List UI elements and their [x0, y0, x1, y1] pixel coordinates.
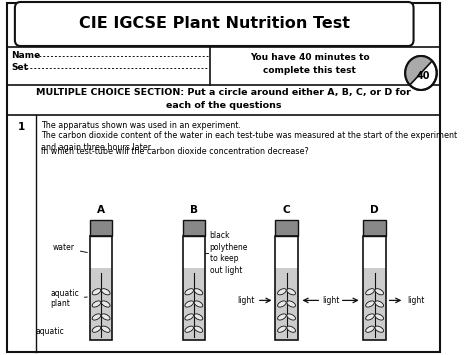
Wedge shape: [405, 56, 432, 85]
Text: black
polythene
to keep
out light: black polythene to keep out light: [210, 231, 248, 275]
Ellipse shape: [287, 314, 295, 320]
Ellipse shape: [101, 301, 110, 307]
Text: You have 40 minutes to
complete this test: You have 40 minutes to complete this tes…: [250, 53, 370, 75]
Ellipse shape: [375, 301, 383, 307]
Text: D: D: [370, 205, 379, 215]
Ellipse shape: [92, 326, 101, 332]
Ellipse shape: [365, 326, 374, 332]
Bar: [364, 220, 386, 236]
Ellipse shape: [185, 301, 193, 307]
Ellipse shape: [92, 301, 101, 307]
Bar: [90, 220, 112, 236]
Bar: [182, 238, 205, 268]
Bar: [275, 268, 298, 340]
Ellipse shape: [278, 301, 286, 307]
Text: MULTIPLE CHOICE SECTION: Put a circle around either A, B, C, or D for
each of th: MULTIPLE CHOICE SECTION: Put a circle ar…: [36, 88, 411, 110]
Text: 1: 1: [18, 122, 25, 132]
Ellipse shape: [287, 289, 295, 295]
Text: aquatic: aquatic: [36, 328, 64, 337]
Text: 40: 40: [417, 71, 430, 81]
Text: In which test-tube will the carbon dioxide concentration decrease?: In which test-tube will the carbon dioxi…: [41, 147, 309, 156]
Text: The carbon dioxide content of the water in each test-tube was measured at the st: The carbon dioxide content of the water …: [41, 131, 457, 153]
Text: CIE IGCSE Plant Nutrition Test: CIE IGCSE Plant Nutrition Test: [79, 16, 350, 31]
Ellipse shape: [101, 326, 110, 332]
Bar: [90, 236, 112, 340]
Bar: [275, 220, 298, 236]
Bar: [182, 220, 205, 236]
Ellipse shape: [185, 314, 193, 320]
Ellipse shape: [92, 289, 101, 295]
Ellipse shape: [92, 314, 101, 320]
Bar: [275, 236, 298, 340]
Ellipse shape: [194, 289, 203, 295]
Bar: [90, 238, 112, 268]
Ellipse shape: [365, 301, 374, 307]
Text: The apparatus shown was used in an experiment.: The apparatus shown was used in an exper…: [41, 121, 241, 130]
Ellipse shape: [278, 314, 286, 320]
Ellipse shape: [194, 301, 203, 307]
Ellipse shape: [287, 326, 295, 332]
Ellipse shape: [101, 314, 110, 320]
Bar: [275, 238, 298, 268]
Ellipse shape: [278, 289, 286, 295]
Text: light: light: [237, 296, 255, 305]
Text: Set: Set: [11, 62, 28, 71]
Text: Name: Name: [11, 50, 40, 60]
Bar: [182, 268, 205, 340]
Ellipse shape: [278, 326, 286, 332]
Ellipse shape: [101, 289, 110, 295]
Text: A: A: [97, 205, 105, 215]
Bar: [182, 236, 205, 340]
Bar: [364, 238, 386, 268]
Ellipse shape: [375, 326, 383, 332]
Text: C: C: [283, 205, 291, 215]
Ellipse shape: [365, 314, 374, 320]
Ellipse shape: [287, 301, 295, 307]
Ellipse shape: [194, 314, 203, 320]
Text: B: B: [190, 205, 198, 215]
Ellipse shape: [375, 289, 383, 295]
Ellipse shape: [365, 289, 374, 295]
Text: light: light: [407, 296, 424, 305]
Bar: [364, 236, 386, 340]
Ellipse shape: [375, 314, 383, 320]
Ellipse shape: [185, 289, 193, 295]
Text: water: water: [53, 244, 87, 252]
Ellipse shape: [194, 326, 203, 332]
FancyBboxPatch shape: [15, 2, 413, 46]
Circle shape: [405, 56, 437, 90]
Text: aquatic
plant: aquatic plant: [50, 289, 87, 308]
Bar: [364, 268, 386, 340]
Ellipse shape: [185, 326, 193, 332]
Bar: [90, 268, 112, 340]
Text: light: light: [322, 296, 339, 305]
